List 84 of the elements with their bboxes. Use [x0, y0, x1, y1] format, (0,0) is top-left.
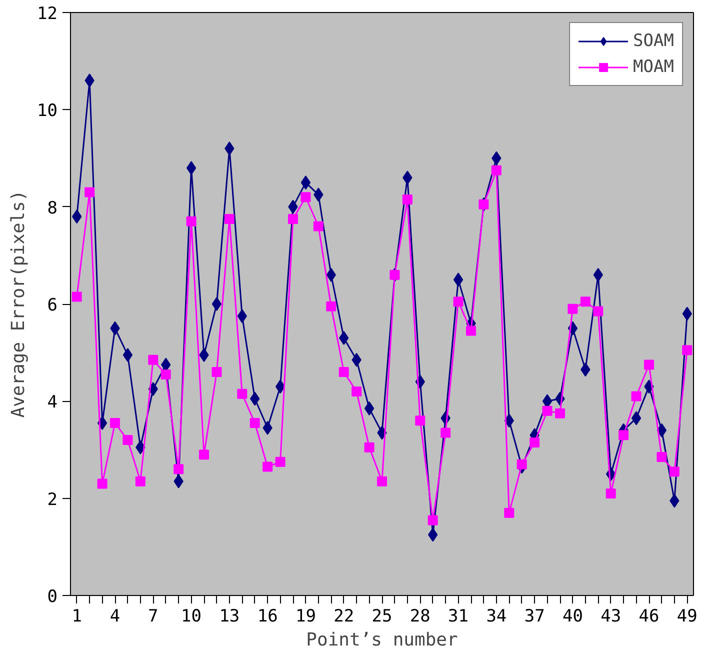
point: [352, 386, 362, 396]
x-tick-label: 31: [448, 606, 469, 626]
y-axis-title: Average Error(pixels): [8, 190, 30, 418]
point: [338, 367, 349, 378]
x-tick-label: 1: [72, 606, 82, 626]
x-tick-label: 19: [295, 606, 316, 626]
point: [122, 435, 133, 446]
legend-label: MOAM: [633, 57, 674, 77]
point: [631, 391, 642, 402]
y-tick-label: 12: [37, 4, 58, 24]
point: [364, 442, 374, 452]
x-tick-label: 22: [334, 606, 354, 626]
point: [606, 488, 616, 498]
y-tick-label: 6: [47, 296, 58, 316]
point: [199, 450, 209, 460]
point: [313, 221, 324, 232]
x-tick-label: 43: [600, 606, 622, 626]
point: [160, 369, 171, 380]
point: [568, 304, 578, 314]
point: [618, 430, 629, 440]
point: [656, 423, 667, 438]
point: [174, 464, 184, 474]
point: [530, 437, 540, 448]
point: [364, 401, 374, 416]
point: [491, 165, 502, 176]
point: [428, 515, 438, 526]
x-tick-label: 25: [372, 606, 392, 626]
point: [300, 176, 311, 190]
y-tick-label: 2: [47, 490, 58, 510]
point: [300, 192, 311, 202]
point: [224, 214, 234, 224]
point: [262, 462, 273, 472]
x-tick-label: 28: [410, 606, 430, 626]
point: [237, 388, 248, 399]
point: [212, 297, 222, 311]
point: [186, 216, 196, 226]
point: [669, 466, 680, 477]
point: [326, 301, 336, 312]
point: [275, 380, 286, 394]
point: [440, 428, 451, 438]
point: [415, 416, 426, 426]
x-tick-label: 4: [110, 606, 120, 626]
point: [122, 348, 133, 362]
point: [288, 214, 298, 224]
point: [250, 418, 260, 428]
point: [644, 360, 654, 370]
y-tick-label: 8: [47, 198, 58, 218]
point: [466, 326, 476, 336]
x-axis-title: Point’s number: [306, 630, 458, 650]
point: [682, 345, 692, 356]
point: [72, 292, 82, 302]
y-tick-label: 4: [47, 392, 58, 413]
point: [402, 194, 412, 205]
y-tick-label: 0: [47, 587, 58, 607]
point: [135, 476, 146, 486]
point: [97, 478, 108, 489]
x-tick-label: 37: [524, 606, 545, 626]
x-tick-label: 10: [181, 606, 202, 626]
point: [84, 187, 95, 198]
point: [212, 367, 222, 378]
point: [516, 459, 527, 470]
point: [453, 272, 464, 287]
x-tick-label: 16: [257, 606, 278, 626]
x-tick-label: 7: [148, 606, 158, 626]
point: [148, 354, 158, 365]
point: [631, 411, 642, 426]
point: [593, 306, 604, 316]
point: [656, 452, 667, 462]
x-tick-label: 40: [562, 606, 583, 626]
point: [275, 456, 286, 467]
y-tick-label: 10: [37, 101, 58, 122]
point: [453, 296, 464, 307]
x-tick-label: 46: [638, 606, 660, 626]
x-tick-label: 49: [676, 606, 698, 626]
legend-label: SOAM: [633, 31, 674, 51]
point: [186, 160, 196, 175]
point: [377, 476, 387, 486]
x-tick-label: 34: [486, 606, 507, 626]
point: [110, 418, 120, 428]
x-tick-label: 13: [219, 606, 240, 626]
point: [542, 406, 552, 416]
point: [555, 408, 565, 418]
point: [504, 508, 514, 518]
point: [580, 296, 590, 307]
